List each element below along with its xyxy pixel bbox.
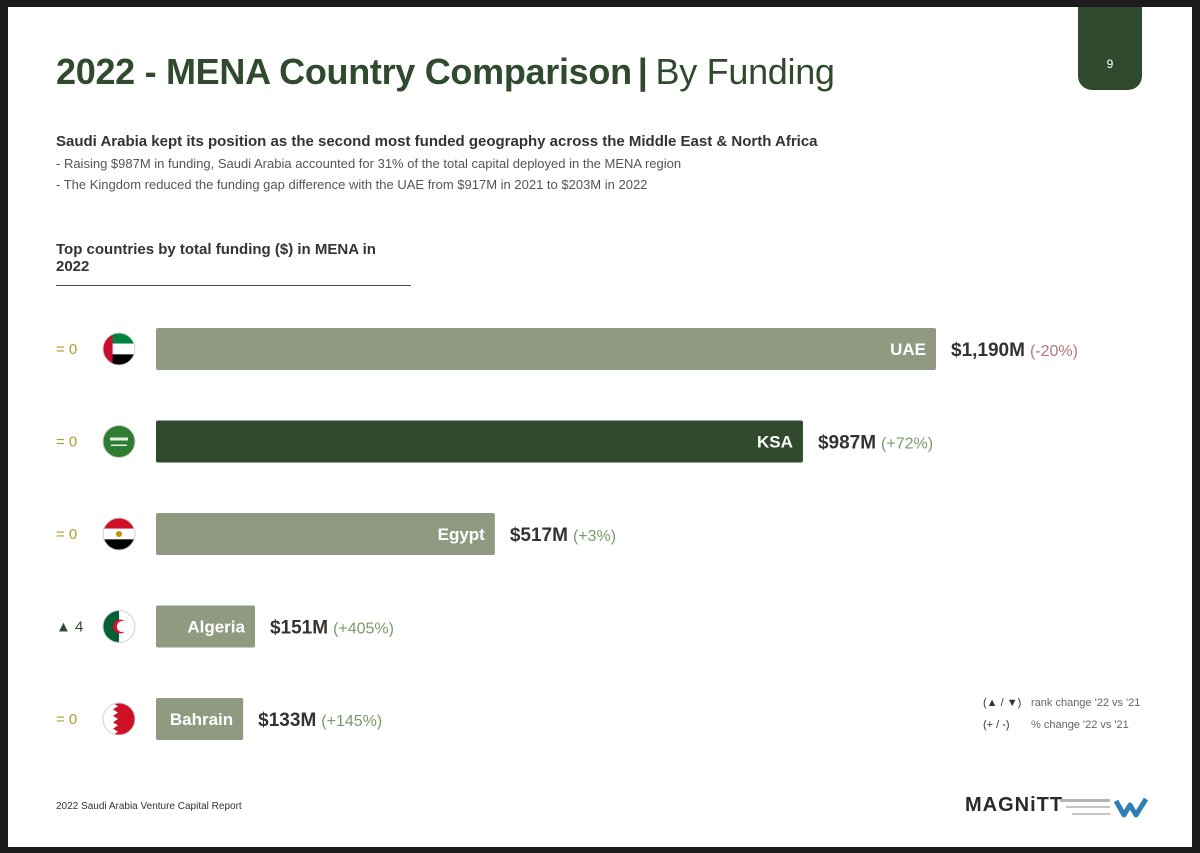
bar-category-label: UAE <box>890 340 926 359</box>
ksa-flag-icon-outline <box>102 425 136 458</box>
egypt-flag-icon <box>103 518 135 550</box>
bar-pct-change-label: (+3%) <box>573 528 616 545</box>
bar-category-label: KSA <box>757 433 793 452</box>
bar-algeria <box>156 605 255 648</box>
magnitt-logo: MAGNiTT <box>965 794 1064 816</box>
bar-egypt <box>156 513 495 555</box>
bahrain-flag-icon-outline <box>102 702 136 736</box>
rank-change-label: ▲ 4 <box>56 619 83 636</box>
legend-rank-text: rank change '22 vs '21 <box>1031 697 1141 709</box>
funding-bar-chart: = 0 UAE $1,190M (-20%) = 0 KSA $987M (+72%) = 0 E… <box>56 328 1078 740</box>
svc-logo-icon <box>1060 797 1148 818</box>
legend-rank-symbol: (▲ / ▼) <box>983 697 1022 709</box>
footer-note: 2022 Saudi Arabia Venture Capital Report <box>56 801 242 812</box>
title-separator: | <box>637 51 648 92</box>
bar-pct-change-label: (+145%) <box>321 713 382 730</box>
bar-category-label: Bahrain <box>170 710 233 729</box>
bar-category-label: Algeria <box>187 618 245 637</box>
bar-value-label: $517M <box>510 525 568 546</box>
chart-title: Top countries by total funding ($) in ME… <box>56 241 411 286</box>
legend-pct-text: % change '22 vs '21 <box>1031 719 1129 731</box>
summary-bullet: - The Kingdom reduced the funding gap di… <box>56 177 648 192</box>
title-sub: By Funding <box>655 51 835 92</box>
egypt-flag-icon-outline <box>102 517 136 551</box>
page-number-tab: 9 <box>1078 7 1142 90</box>
page-title: 2022 - MENA Country Comparison | By Fundin… <box>56 51 835 93</box>
bar-pct-change-label: (+72%) <box>881 436 933 453</box>
ksa-flag-icon <box>103 425 135 458</box>
bar-ksa <box>156 420 803 463</box>
legend-pct-symbol: (+ / -) <box>983 719 1010 731</box>
bar-pct-change-label: (-20%) <box>1030 343 1078 360</box>
rank-change-label: = 0 <box>56 434 77 451</box>
rank-change-label: = 0 <box>56 526 77 543</box>
summary-bullet: - Raising $987M in funding, Saudi Arabia… <box>56 156 682 171</box>
title-main: 2022 - MENA Country Comparison <box>56 51 632 92</box>
bar-category-label: Egypt <box>438 525 486 544</box>
bar-value-label: $133M <box>258 710 316 731</box>
bar-pct-change-label: (+405%) <box>333 621 394 638</box>
algeria-flag-icon-outline <box>102 610 136 643</box>
report-page: 9 2022 - MENA Country Comparison | By Fund… <box>8 7 1192 847</box>
algeria-flag-icon <box>103 610 135 643</box>
bar-value-label: $151M <box>270 618 328 639</box>
bar-value-label: $1,190M <box>951 340 1025 361</box>
page-number: 9 <box>1106 57 1114 71</box>
bar-uae <box>156 328 936 370</box>
summary-lead: Saudi Arabia kept its position as the se… <box>56 133 818 150</box>
summary-block: Saudi Arabia kept its position as the se… <box>56 133 956 198</box>
uae-flag-icon <box>103 333 135 365</box>
bar-bahrain <box>156 698 244 740</box>
bahrain-flag-icon <box>103 703 135 735</box>
bar-value-label: $987M <box>818 433 876 454</box>
rank-change-label: = 0 <box>56 711 77 728</box>
rank-change-label: = 0 <box>56 341 77 358</box>
uae-flag-icon-outline <box>102 332 136 366</box>
